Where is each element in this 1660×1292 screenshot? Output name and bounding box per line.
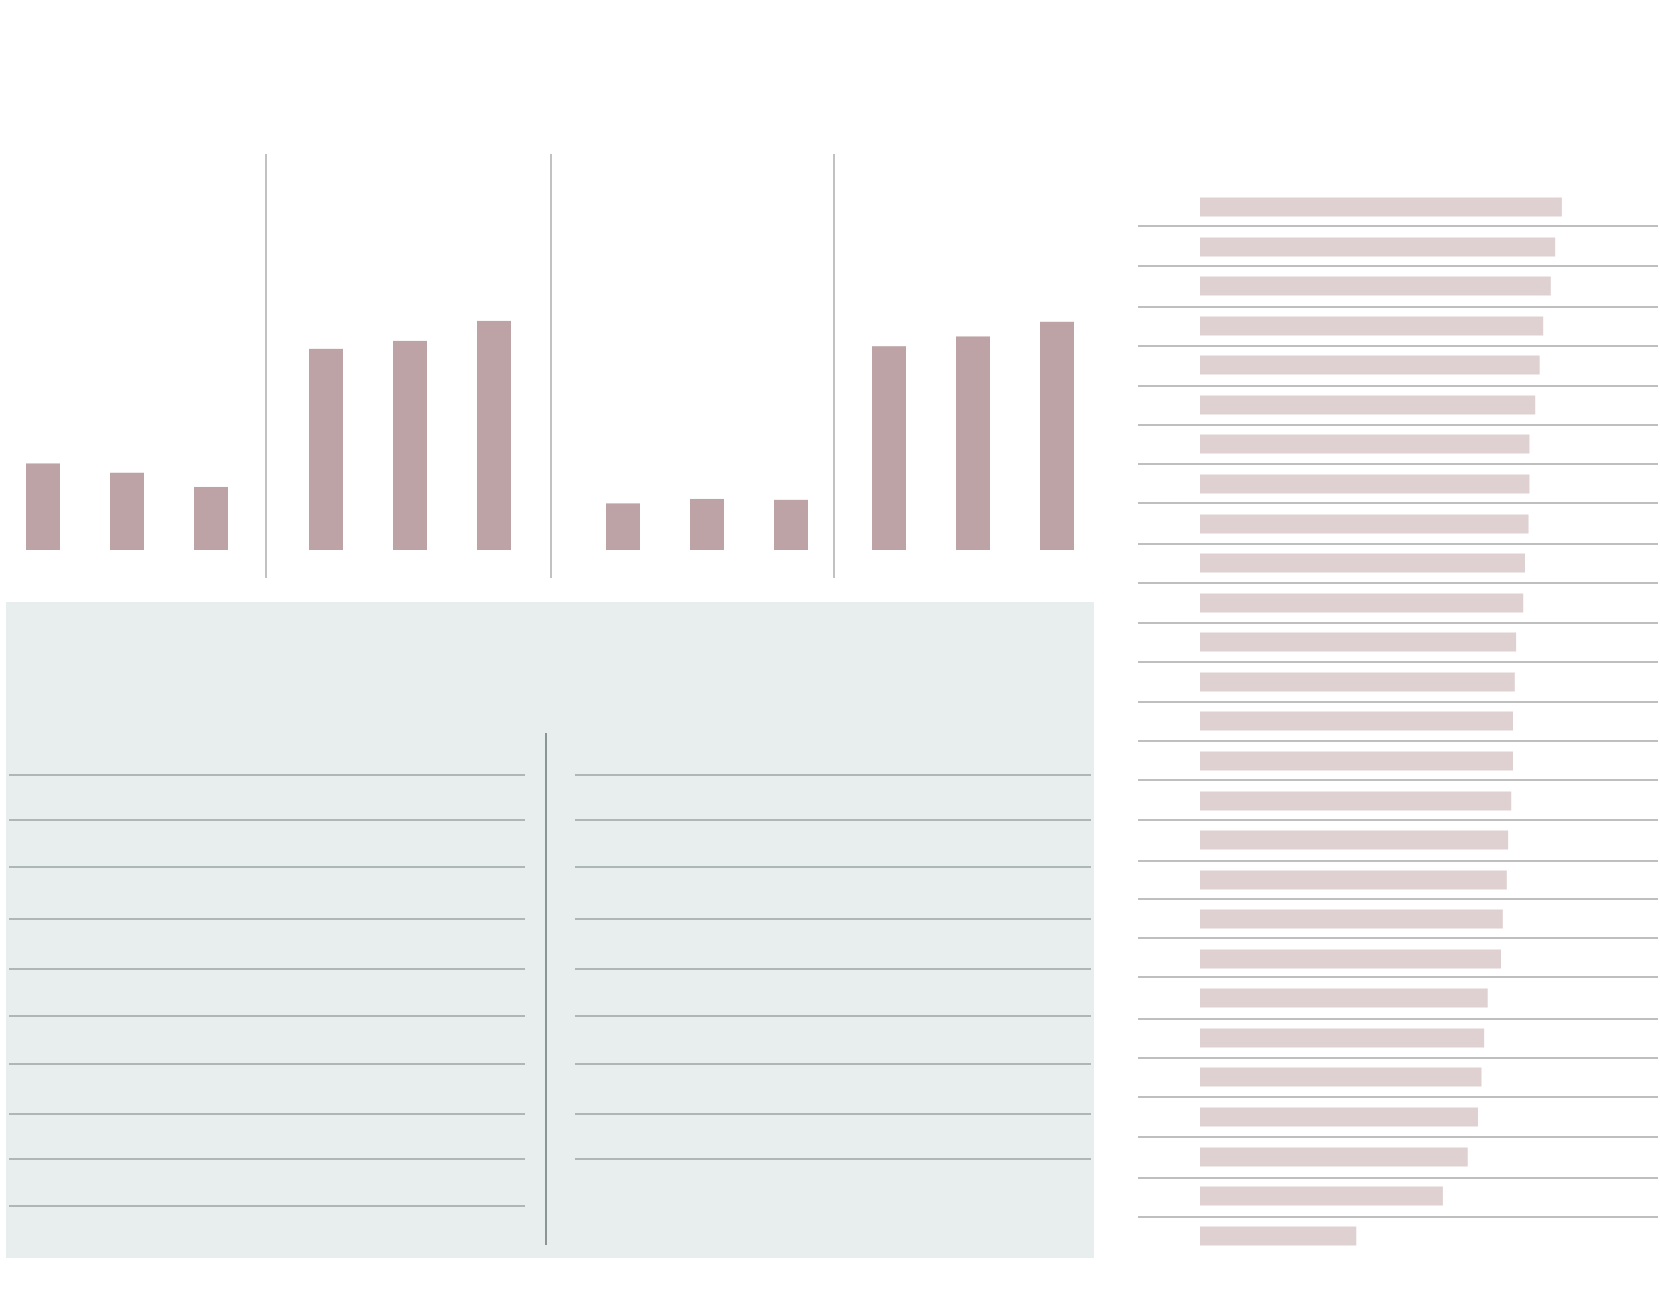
column-bar <box>26 463 60 550</box>
column-bar <box>606 503 640 550</box>
column-bar <box>1040 321 1074 550</box>
ranking-bar <box>1200 1186 1443 1206</box>
column-chart <box>26 154 1074 578</box>
panel-background <box>6 602 1094 1258</box>
column-bar <box>774 499 808 550</box>
ranking-bar <box>1200 791 1512 811</box>
ranking-bar <box>1200 553 1526 573</box>
ranking-bar <box>1200 988 1488 1008</box>
ranking-bar <box>1200 395 1536 415</box>
ranking-bar <box>1200 1226 1357 1246</box>
ranking-chart <box>1138 197 1658 1246</box>
ranking-bar <box>1200 909 1503 929</box>
panel-left-rows <box>9 774 525 1207</box>
ranking-bar <box>1200 434 1530 454</box>
ranking-bar <box>1200 474 1530 494</box>
column-bar <box>194 486 228 550</box>
ranking-bar <box>1200 316 1544 336</box>
ranking-bar <box>1200 1028 1485 1048</box>
ranking-bar <box>1200 1107 1478 1127</box>
ranking-bar <box>1200 237 1556 257</box>
ranking-bar <box>1200 870 1507 890</box>
column-bars <box>26 320 1074 550</box>
ranking-bar <box>1200 514 1529 534</box>
ranking-bar <box>1200 1067 1482 1087</box>
ranking-bar <box>1200 593 1524 613</box>
ranking-separators <box>1138 225 1658 1218</box>
ranking-bar <box>1200 830 1509 850</box>
ranking-bar <box>1200 711 1514 731</box>
ranking-bar <box>1200 355 1540 375</box>
column-bar <box>690 498 724 550</box>
ranking-bar <box>1200 276 1551 296</box>
column-bar <box>477 320 511 550</box>
ranking-bars <box>1200 197 1562 1246</box>
panel-right-rows <box>575 774 1091 1160</box>
column-bar <box>110 472 144 550</box>
column-bar <box>393 340 427 550</box>
group-dividers <box>265 154 835 578</box>
column-bar <box>309 348 343 550</box>
column-bar <box>956 336 990 550</box>
ranking-bar <box>1200 949 1502 969</box>
ranking-bar <box>1200 197 1562 217</box>
column-bar <box>872 346 906 550</box>
ranking-bar <box>1200 632 1517 652</box>
ranking-bar <box>1200 672 1515 692</box>
ranking-bar <box>1200 1147 1468 1167</box>
ranking-bar <box>1200 751 1514 771</box>
